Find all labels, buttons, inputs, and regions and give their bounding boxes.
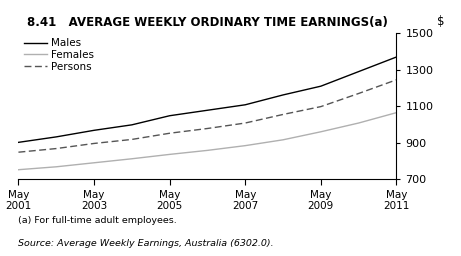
Males bbox=[167, 114, 172, 117]
Persons bbox=[394, 78, 399, 81]
Persons bbox=[16, 151, 21, 154]
Text: Source: Average Weekly Earnings, Australia (6302.0).: Source: Average Weekly Earnings, Austral… bbox=[18, 239, 274, 248]
Persons bbox=[167, 132, 172, 135]
Females bbox=[205, 149, 210, 152]
Persons bbox=[91, 142, 97, 145]
Females bbox=[53, 165, 59, 168]
Females bbox=[91, 161, 97, 164]
Females bbox=[318, 130, 324, 133]
Males bbox=[91, 129, 97, 132]
Title: 8.41   AVERAGE WEEKLY ORDINARY TIME EARNINGS(a): 8.41 AVERAGE WEEKLY ORDINARY TIME EARNIN… bbox=[27, 16, 388, 29]
Text: $: $ bbox=[437, 15, 445, 28]
Females bbox=[394, 111, 399, 114]
Persons bbox=[280, 113, 286, 116]
Males bbox=[280, 93, 286, 97]
Males bbox=[318, 85, 324, 88]
Text: (a) For full-time adult employees.: (a) For full-time adult employees. bbox=[18, 216, 177, 225]
Males bbox=[53, 135, 59, 138]
Males bbox=[394, 56, 399, 59]
Females bbox=[356, 122, 361, 125]
Legend: Males, Females, Persons: Males, Females, Persons bbox=[24, 38, 94, 72]
Line: Females: Females bbox=[18, 113, 396, 170]
Persons bbox=[242, 122, 248, 125]
Persons bbox=[53, 147, 59, 150]
Line: Persons: Persons bbox=[18, 80, 396, 152]
Males bbox=[16, 141, 21, 144]
Males bbox=[205, 109, 210, 112]
Females bbox=[242, 144, 248, 147]
Persons bbox=[356, 92, 361, 95]
Line: Males: Males bbox=[18, 57, 396, 142]
Females bbox=[280, 138, 286, 141]
Females bbox=[167, 153, 172, 156]
Persons bbox=[129, 138, 135, 141]
Persons bbox=[318, 105, 324, 108]
Females bbox=[16, 168, 21, 171]
Males bbox=[242, 103, 248, 106]
Males bbox=[129, 123, 135, 126]
Males bbox=[356, 70, 361, 73]
Persons bbox=[205, 127, 210, 130]
Females bbox=[129, 157, 135, 160]
